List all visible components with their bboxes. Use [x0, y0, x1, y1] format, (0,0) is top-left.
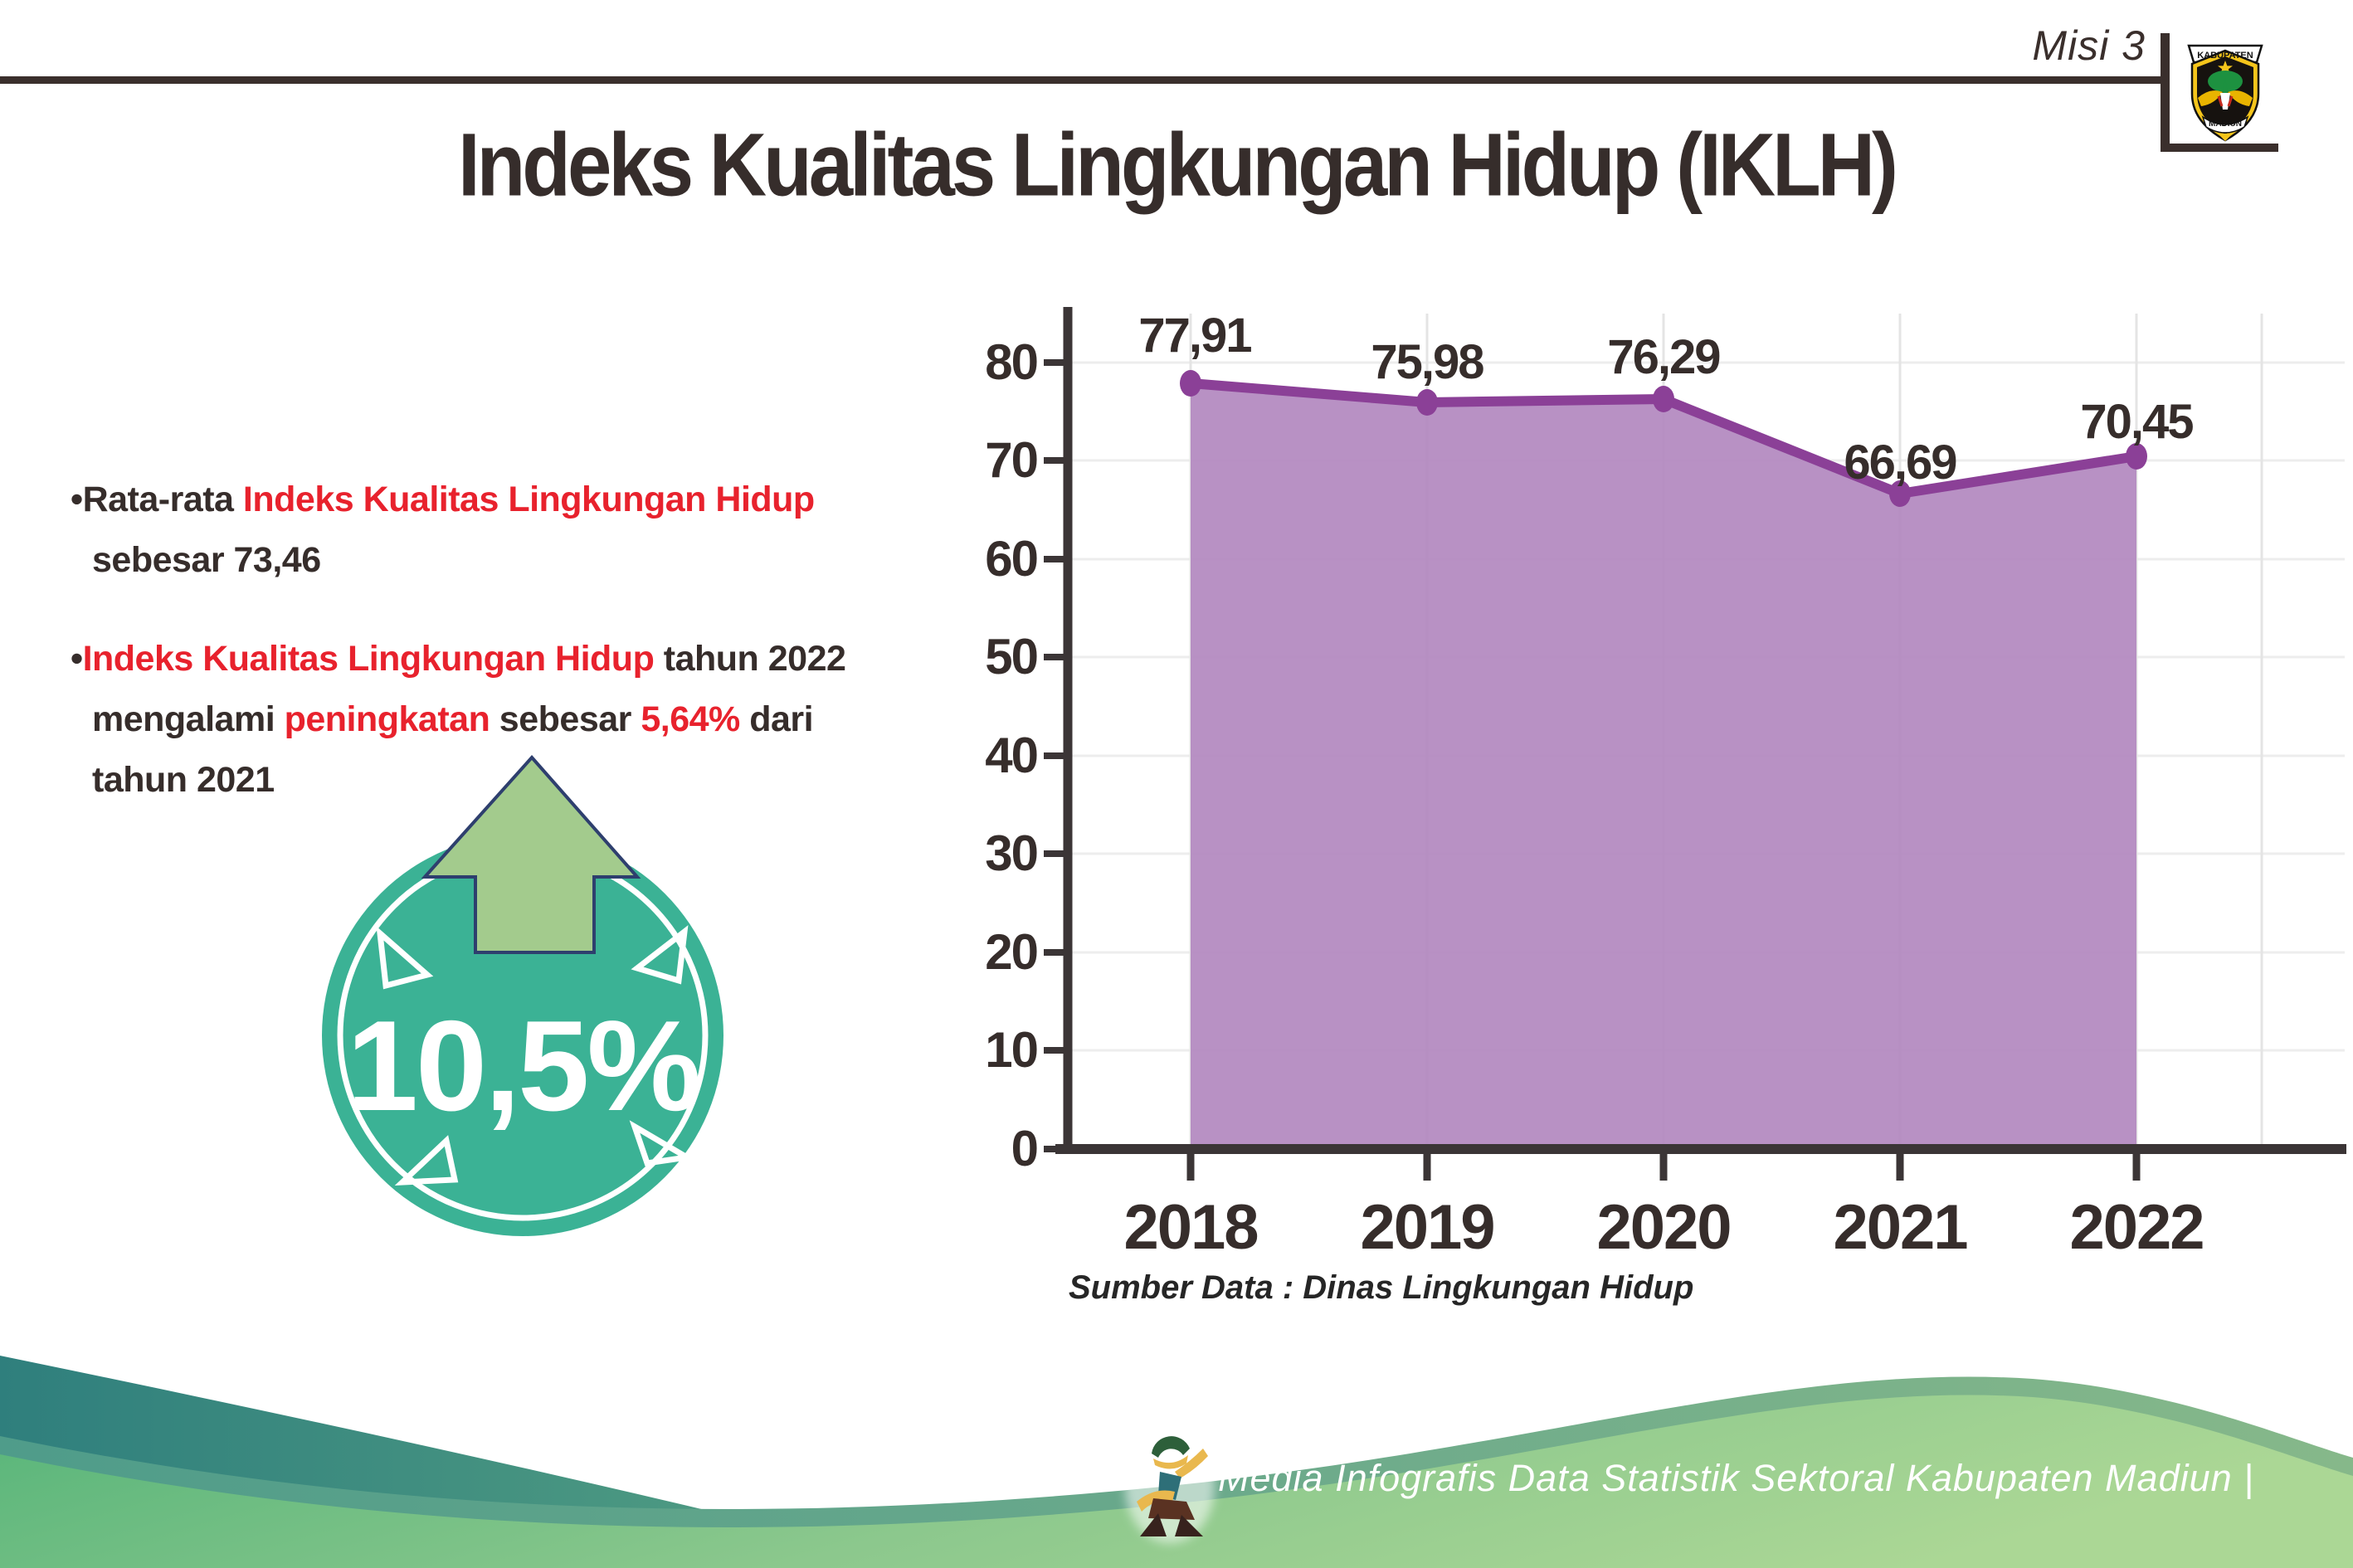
logo-bracket-vertical [2161, 33, 2170, 152]
y-tick-label: 20 [985, 924, 1037, 980]
x-axis-labels: 2018 2019 2020 2021 2022 [1123, 1192, 2204, 1263]
text-segment-red: 5,64% [641, 699, 740, 739]
sparkle-triangle-icon [394, 1135, 459, 1186]
data-label: 77,91 [1138, 309, 1251, 363]
y-axis-ticks [1044, 359, 1068, 1152]
page-title: Indeks Kualitas Lingkungan Hidup (IKLH) [232, 114, 2121, 215]
logo-bracket-horizontal [2161, 144, 2278, 152]
badge-value: 10,5% [347, 994, 699, 1137]
badge-circle [322, 835, 723, 1236]
text-segment: Rata-rata [82, 480, 243, 519]
y-axis-labels: 80 70 60 50 40 30 20 10 0 [985, 334, 1039, 1176]
y-tick-label: 0 [1011, 1121, 1037, 1176]
bullet-average: •Rata-rata Indeks Kualitas Lingkungan Hi… [71, 470, 967, 591]
x-tick-label: 2020 [1596, 1192, 1730, 1263]
data-value-labels: 77,91 75,98 76,29 66,69 70,45 [1138, 309, 2195, 489]
up-arrow-icon [421, 754, 641, 954]
source-note: Sumber Data : Dinas Lingkungan Hidup [1069, 1269, 1693, 1306]
data-label: 76,29 [1607, 330, 1720, 384]
text-segment: sebesar [490, 699, 641, 739]
logo-top-text: KABUPATEN [2197, 51, 2253, 61]
kabupaten-madiun-logo-icon: KABUPATEN MADIUN [2187, 44, 2263, 142]
text-segment: tahun 2022 [654, 639, 846, 679]
data-label: 70,45 [2080, 395, 2193, 449]
footer-credit: Media Infografis Data Statistik Sektoral… [1218, 1457, 2254, 1499]
sparkle-triangle-icon [376, 926, 434, 990]
y-tick-label: 60 [985, 531, 1037, 587]
sparkle-triangle-icon [629, 1120, 696, 1166]
bullet-marker: • [71, 639, 83, 679]
increase-badge: 10,5% [322, 754, 723, 1236]
logo-wing-left [2198, 90, 2223, 106]
text-segment: tahun 2021 [92, 760, 275, 800]
header-rule [0, 76, 2167, 84]
bullet-line: sebesar 73,46 [71, 530, 967, 591]
logo-wing-right [2228, 90, 2253, 106]
iklh-area-chart: 80 70 60 50 40 30 20 10 0 2018 2019 2020… [985, 307, 2346, 1306]
footer-wave-band [0, 1356, 2353, 1568]
x-tick-label: 2021 [1833, 1192, 1967, 1263]
misi-label: Misi 3 [2032, 22, 2146, 69]
bullet-line: •Rata-rata Indeks Kualitas Lingkungan Hi… [71, 470, 967, 530]
chart-area-fill [1191, 383, 2136, 1147]
text-segment-red: Indeks Kualitas Lingkungan Hidup [242, 480, 815, 519]
chart-data-points [1180, 370, 2147, 507]
y-tick-label: 10 [985, 1022, 1037, 1078]
x-axis-ticks [1186, 1154, 2141, 1181]
page-title-text: Indeks Kualitas Lingkungan Hidup (IKLH) [457, 115, 1898, 215]
data-label: 66,69 [1844, 436, 1956, 489]
text-segment: sebesar 73,46 [92, 540, 321, 580]
bullet-marker: • [71, 480, 83, 519]
text-segment: dari [739, 699, 814, 739]
bullet-line: mengalami peningkatan sebesar 5,64% dari [71, 689, 967, 750]
data-label: 75,98 [1371, 335, 1483, 389]
bullet-line: tahun 2021 [71, 750, 967, 811]
footer-front-wave [0, 1395, 2353, 1568]
x-tick-label: 2022 [2069, 1192, 2203, 1263]
logo-base [2218, 134, 2233, 141]
y-tick-label: 40 [985, 728, 1037, 783]
y-tick-label: 80 [985, 334, 1037, 390]
bullet-increase: •Indeks Kualitas Lingkungan Hidup tahun … [71, 629, 967, 811]
dancer-mascot-icon [1125, 1430, 1215, 1543]
summary-bullets: •Rata-rata Indeks Kualitas Lingkungan Hi… [71, 470, 967, 811]
y-tick-label: 70 [985, 432, 1037, 488]
logo-red-accents [2217, 95, 2234, 107]
text-segment-red: peningkatan [284, 699, 490, 739]
logo-star-icon [2218, 61, 2233, 75]
x-tick-label: 2018 [1123, 1192, 1257, 1263]
logo-bottom-banner [2201, 115, 2249, 134]
y-tick-label: 30 [985, 825, 1037, 881]
sparkle-triangle-icon [631, 925, 689, 985]
logo-bottom-text: MADIUN [2209, 119, 2242, 129]
y-tick-label: 50 [985, 629, 1037, 684]
text-segment-red: Indeks Kualitas Lingkungan Hidup [82, 639, 655, 679]
text-segment: mengalami [92, 699, 285, 739]
x-tick-label: 2019 [1360, 1192, 1493, 1263]
bullet-line: •Indeks Kualitas Lingkungan Hidup tahun … [71, 629, 967, 689]
